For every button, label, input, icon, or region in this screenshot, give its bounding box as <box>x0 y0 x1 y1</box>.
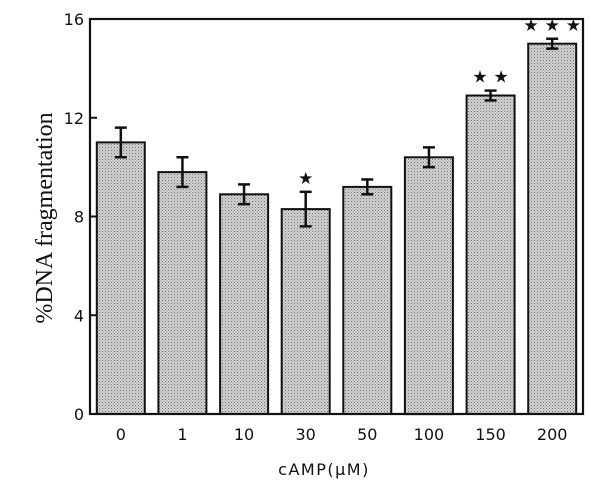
bar-30 <box>280 208 331 415</box>
error-bar-50 <box>361 178 374 196</box>
significance-200: ★ ★ ★ <box>523 16 581 36</box>
x-tick-30: 30 <box>296 425 316 444</box>
bar-150 <box>465 94 516 415</box>
x-tick-150: 150 <box>475 425 506 444</box>
error-bar-1 <box>176 156 189 189</box>
plot-area: ★ ★ ★ ★ ★ ★ <box>95 16 581 416</box>
x-axis-label: cAMP(µM) <box>278 460 370 479</box>
bar-0 <box>95 141 146 415</box>
y-tick-16: 16 <box>64 10 84 29</box>
y-tick-8: 8 <box>74 208 84 227</box>
bar-100 <box>403 156 454 416</box>
bar-1 <box>157 171 208 415</box>
significance-150: ★ ★ <box>472 68 508 88</box>
y-tick-12: 12 <box>64 109 84 128</box>
bar-200 <box>527 42 578 415</box>
x-tick-0: 0 <box>116 425 126 444</box>
bar-10 <box>219 193 270 415</box>
error-bar-30 <box>299 190 312 228</box>
y-tick-4: 4 <box>74 306 84 325</box>
x-tick-100: 100 <box>414 425 445 444</box>
significance-30: ★ <box>298 169 313 189</box>
axes: 0 1 10 30 50 100 150 200 0 4 8 12 16 <box>64 10 585 444</box>
y-axis-label: %DNA fragmentation <box>32 112 58 323</box>
x-tick-50: 50 <box>357 425 377 444</box>
bar-50 <box>342 185 393 415</box>
x-tick-200: 200 <box>537 425 568 444</box>
error-bar-200 <box>546 37 559 50</box>
error-bar-100 <box>422 146 435 169</box>
y-tick-0: 0 <box>74 405 84 424</box>
x-tick-1: 1 <box>177 425 187 444</box>
x-tick-10: 10 <box>234 425 254 444</box>
error-bar-150 <box>484 89 497 102</box>
error-bar-10 <box>238 183 251 206</box>
error-bar-0 <box>114 126 127 159</box>
